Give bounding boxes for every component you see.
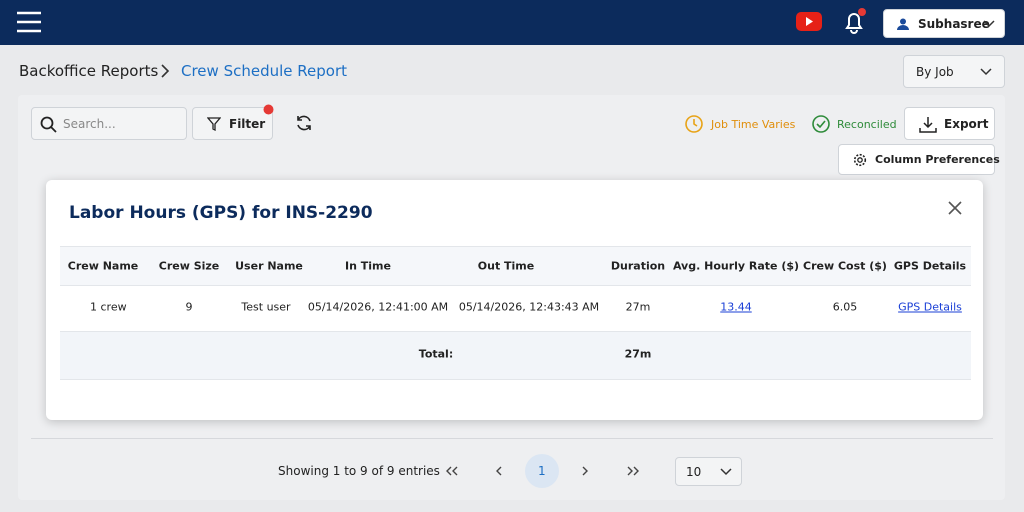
first-page[interactable] [445, 466, 459, 476]
table-cell: Test user [241, 300, 291, 314]
view-select-value: By Job [916, 65, 954, 79]
top-bar: Subhasree [0, 0, 1024, 45]
search-icon [40, 116, 57, 133]
filter-badge [263, 104, 274, 115]
column-preferences-button[interactable]: Column Preferences [838, 144, 1000, 175]
page-size-select[interactable]: 10 [675, 457, 742, 486]
chevron [980, 68, 992, 76]
user-menu[interactable]: Subhasree [883, 9, 1005, 38]
table-cell: 1 crew [90, 300, 127, 314]
view-select[interactable]: By Job [903, 55, 1005, 88]
column-header: Duration [610, 259, 666, 273]
column-header: In Time [345, 259, 391, 273]
export-button[interactable]: Export [904, 107, 995, 140]
column-preferences-label: Column Preferences [875, 153, 1000, 166]
search-box[interactable]: Search... [31, 107, 187, 140]
chevron [720, 468, 732, 476]
table-cell: 9 [185, 300, 193, 314]
last-page[interactable] [626, 466, 640, 476]
current-page[interactable]: 1 [525, 454, 559, 488]
header-row [60, 246, 971, 286]
total-label: Total: [418, 347, 454, 361]
breadcrumb-current: Crew Schedule Report [181, 62, 347, 80]
breadcrumb-parent[interactable]: Backoffice Reports [19, 62, 159, 80]
filter-button[interactable]: Filter [192, 104, 274, 140]
user-icon [897, 18, 909, 30]
column-header: Crew Cost ($) [803, 259, 887, 273]
column-header: Crew Name [67, 259, 139, 273]
close-button[interactable] [948, 201, 962, 215]
labor-hours-modal: Labor Hours (GPS) for INS-2290 Crew Name… [46, 180, 983, 420]
notification-icon[interactable] [842, 8, 868, 36]
table-cell: 05/14/2026, 12:41:00 AM [307, 300, 449, 314]
column-header: Crew Size [158, 259, 220, 273]
divider [31, 438, 993, 439]
legend-job-time-varies: Job Time Varies [711, 118, 796, 131]
menu-icon[interactable] [16, 11, 42, 33]
prev-page[interactable] [494, 466, 504, 476]
clock-icon [685, 115, 703, 133]
user-name: Subhasree [918, 17, 990, 31]
total-duration: 27m [624, 347, 652, 361]
breadcrumb-separator [161, 64, 170, 78]
column-header: Out Time [477, 259, 535, 273]
chevron [983, 20, 995, 28]
total-row [60, 331, 971, 380]
pagination-summary: Showing 1 to 9 of 9 entries [278, 464, 440, 478]
table-cell: 6.05 [832, 300, 858, 314]
check-icon [812, 115, 830, 133]
table-cell: 27m [625, 300, 651, 314]
column-header: GPS Details [893, 259, 967, 273]
export-label: Export [944, 117, 989, 131]
filter-icon [207, 117, 221, 131]
table-cell: 05/14/2026, 12:43:43 AM [458, 300, 600, 314]
page-size-value: 10 [686, 465, 702, 479]
column-header: Avg. Hourly Rate ($) [672, 259, 800, 273]
next-page[interactable] [580, 466, 590, 476]
column-header: User Name [235, 259, 303, 273]
filter-label: Filter [229, 117, 266, 131]
table-cell[interactable]: 13.44 [720, 300, 752, 314]
modal-title: Labor Hours (GPS) for INS-2290 [69, 203, 373, 223]
gear-icon [853, 153, 867, 167]
table-cell[interactable]: GPS Details [898, 300, 962, 314]
search-placeholder: Search... [63, 117, 116, 131]
current-page-label: 1 [538, 464, 546, 478]
legend-reconciled: Reconciled [837, 118, 897, 131]
download-icon [919, 117, 937, 133]
labor-table: Crew Name Crew Size User Name In Time Out Ti… [60, 246, 971, 380]
youtube-icon[interactable] [796, 12, 822, 32]
refresh-icon[interactable] [295, 114, 313, 132]
